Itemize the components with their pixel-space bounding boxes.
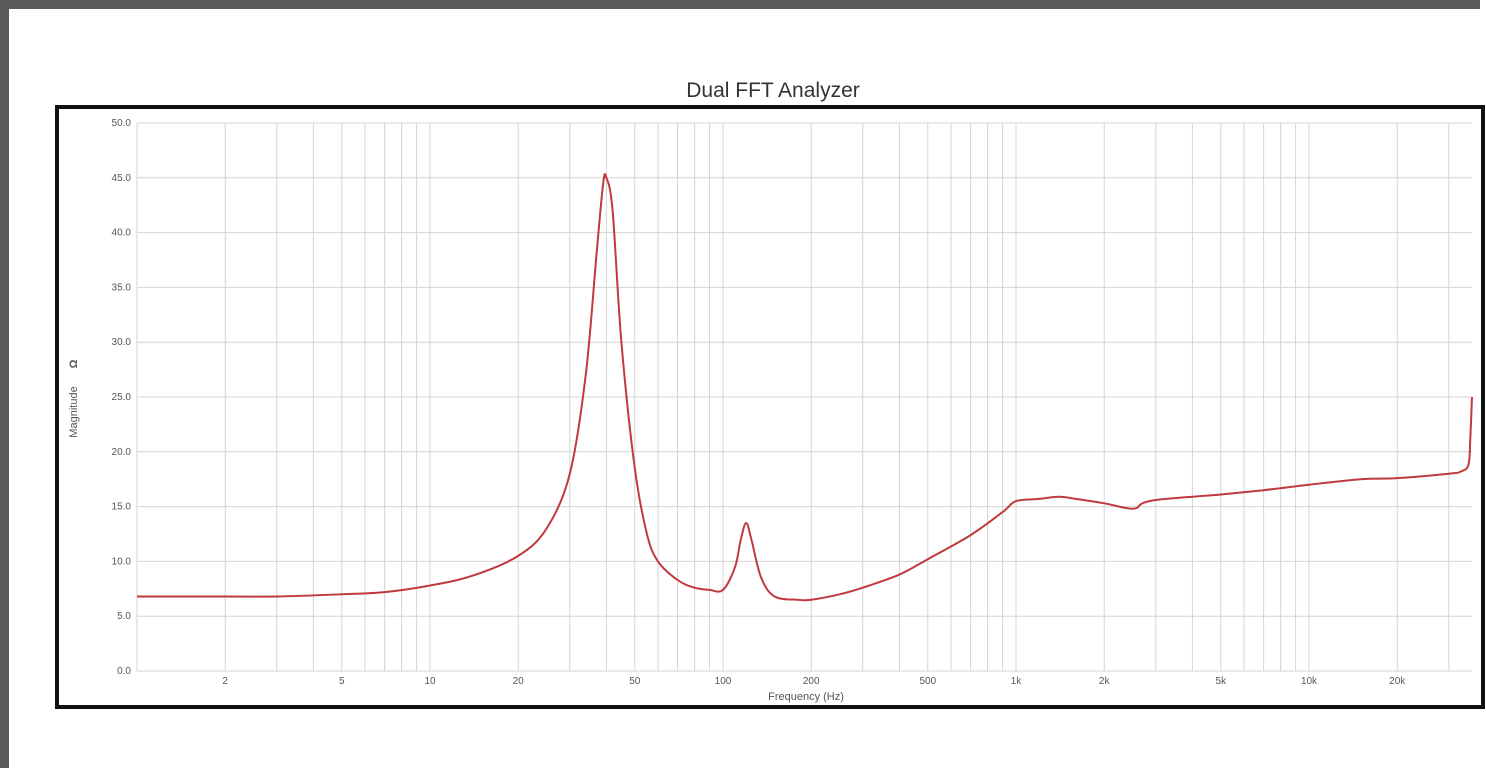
chart-title: Dual FFT Analyzer — [686, 79, 860, 102]
y-tick-label: 50.0 — [112, 118, 132, 129]
x-tick-label: 5 — [339, 676, 345, 687]
x-tick-label: 20k — [1389, 676, 1406, 687]
y-tick-label: 30.0 — [112, 337, 132, 348]
tick-labels: 0.0 5.0 10.0 15.0 20.0 25.0 30.0 35.0 40.0 45.0 50… — [112, 118, 1407, 687]
y-tick-label: 5.0 — [117, 611, 131, 622]
x-tick-label: 1k — [1011, 676, 1023, 687]
y-tick-label: 25.0 — [112, 392, 132, 403]
x-tick-label: 50 — [629, 676, 641, 687]
grid — [136, 122, 1472, 672]
x-axis-label: Frequency (Hz) — [768, 691, 844, 703]
y-tick-label: 45.0 — [112, 173, 132, 184]
plot-border — [55, 105, 1485, 709]
x-tick-label: 200 — [803, 676, 820, 687]
y-axis-unit: Ω — [68, 359, 80, 368]
chart-svg: Dual FFT Analyzer 0.0 5.0 10.0 15.0 20.0 25.0… — [55, 79, 1485, 709]
x-tick-label: 2k — [1099, 676, 1111, 687]
y-tick-label: 0.0 — [117, 666, 131, 677]
x-tick-label: 10k — [1301, 676, 1318, 687]
x-tick-label: 20 — [513, 676, 525, 687]
y-tick-label: 20.0 — [112, 447, 132, 458]
y-tick-label: 40.0 — [112, 228, 132, 239]
x-tick-label: 5k — [1216, 676, 1228, 687]
x-tick-label: 100 — [715, 676, 732, 687]
x-tick-label: 10 — [424, 676, 436, 687]
y-tick-label: 35.0 — [112, 282, 132, 293]
series-line-magnitude — [137, 173, 1473, 602]
x-tick-label: 2 — [222, 676, 228, 687]
x-tick-label: 500 — [919, 676, 936, 687]
y-tick-label: 10.0 — [112, 556, 132, 567]
y-tick-label: 15.0 — [112, 502, 132, 513]
y-axis-label: Magnitude — [68, 386, 80, 437]
